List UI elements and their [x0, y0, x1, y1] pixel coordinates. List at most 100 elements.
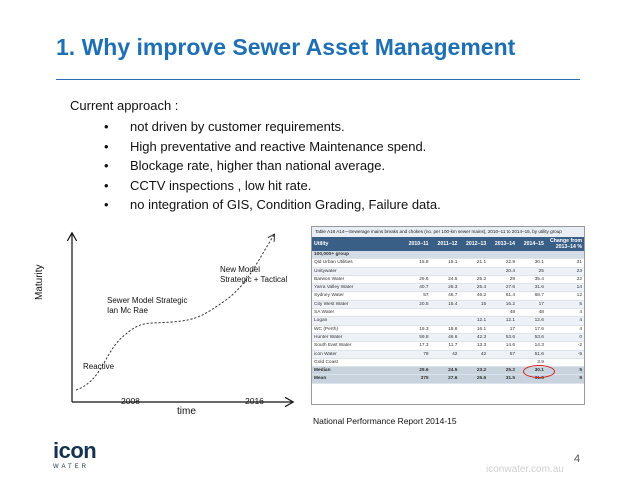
- table-cell: [459, 308, 489, 318]
- table-cell: 25.2: [459, 275, 489, 285]
- label-new-model: New Model: [220, 265, 261, 274]
- table-cell: [401, 267, 431, 276]
- table-cell: Unitywater: [312, 267, 402, 276]
- table-cell: 21.1: [459, 258, 489, 268]
- table-cell: 61.4: [488, 291, 518, 301]
- table-cell: 17.3: [401, 341, 431, 351]
- table-caption: Table A18 A14—Sewerage mains breaks and …: [312, 227, 584, 237]
- table-cell: 18.6: [430, 325, 460, 334]
- table-cell: 15: [459, 300, 489, 310]
- table-mean-row: Mean 375 27.6 25.6 31.5 31.5 9: [312, 374, 584, 384]
- bullet-dot: •: [104, 177, 109, 193]
- maturity-curve: [75, 235, 274, 391]
- table-cell: [401, 358, 431, 368]
- table-cell: 59.8: [401, 333, 431, 343]
- table-cell: 22: [545, 275, 584, 285]
- table-cell: 46.2: [459, 291, 489, 301]
- table-cell: 46.7: [430, 291, 460, 301]
- table-cell: [401, 316, 431, 326]
- table-cell: 42: [459, 350, 489, 359]
- slide-title: 1. Why improve Sewer Asset Management: [56, 34, 516, 60]
- table-cell: 42: [430, 350, 460, 359]
- table-cell: Barwon Water: [312, 275, 402, 285]
- table-cell: 12.6: [517, 316, 546, 326]
- table-cell: 25: [517, 267, 546, 276]
- maturity-graph: [64, 230, 296, 410]
- table-cell: Hunter Water: [312, 333, 402, 343]
- table-cell: 9: [545, 374, 584, 384]
- page-number: 4: [574, 453, 581, 465]
- table-cell: 16.2: [488, 300, 518, 310]
- table-cell: 19.3: [401, 325, 431, 334]
- bullet-dot: •: [104, 138, 109, 154]
- table-cell: [430, 316, 460, 326]
- table-cell: 20.5: [401, 300, 431, 310]
- icon-water-logo: icon WATER: [53, 438, 97, 471]
- table-cell: [430, 267, 460, 276]
- table-cell: 29: [488, 275, 518, 285]
- table-row: WC (Perth) 19.3 18.6 16.1 17 17.6 4: [312, 325, 584, 334]
- table-cell: Gold Coast: [312, 358, 402, 368]
- table-cell: 29.6: [401, 366, 431, 376]
- table-cell: 78: [401, 350, 431, 359]
- source-caption: National Performance Report 2014-15: [313, 416, 457, 426]
- bullet-item: • Blockage rate, higher than national ave…: [104, 156, 441, 176]
- table-header-cell: Change from 2013–14 %: [545, 237, 584, 251]
- table-cell: 40.7: [401, 283, 431, 293]
- table-header-cell: Utility: [312, 237, 402, 251]
- table-cell: 14: [545, 283, 584, 293]
- table-cell: City West Water: [312, 300, 402, 310]
- table-cell: [459, 358, 489, 368]
- table-cell: 15.1: [430, 258, 460, 268]
- logo-word: icon: [53, 438, 97, 463]
- table-cell: WC (Perth): [312, 325, 402, 334]
- table-cell: 51.6: [517, 350, 546, 359]
- table-cell: 68.7: [517, 291, 546, 301]
- table-cell: 24.5: [430, 366, 460, 376]
- x-axis-label: time: [177, 406, 196, 417]
- table-cell: 20.4: [488, 267, 518, 276]
- bullet-text: Blockage rate, higher than national aver…: [130, 158, 386, 174]
- table-group-row: 100,000+ group: [312, 251, 584, 260]
- table-body: 100,000+ group Qld Urban Utilities 15.8 15…: [312, 251, 584, 384]
- table-cell: icon Water: [312, 350, 402, 359]
- highlight-circle: [523, 365, 555, 378]
- table-row: Sydney Water 57 46.7 46.2 61.4 68.7 12: [312, 291, 584, 301]
- table-cell: 12.1: [459, 316, 489, 326]
- table-cell: 13.3: [459, 341, 489, 351]
- table-cell: Qld Urban Utilities: [312, 258, 402, 268]
- table-cell: 57: [401, 291, 431, 301]
- table-cell: South East Water: [312, 341, 402, 351]
- logo-subword: WATER: [53, 464, 89, 470]
- table-cell: 48: [517, 308, 546, 318]
- y-axis-label: Maturity: [34, 264, 45, 300]
- bullet-text: High preventative and reactive Maintenan…: [130, 138, 427, 154]
- table-cell: 27.6: [430, 374, 460, 384]
- bullet-text: no integration of GIS, Condition Grading…: [130, 197, 441, 213]
- label-ian-mc-rae: Ian Mc Rae: [107, 306, 148, 315]
- table-row: SA Water 48 48 4: [312, 308, 584, 318]
- bullet-item: • no integration of GIS, Condition Gradin…: [104, 195, 441, 215]
- bullet-dot: •: [104, 197, 109, 213]
- table-cell: 53.6: [517, 333, 546, 343]
- table-cell: SA Water: [312, 308, 402, 318]
- table-header-cell: 2010–11: [401, 237, 431, 251]
- table-cell: 12.1: [488, 316, 518, 326]
- table-cell: 53.6: [488, 333, 518, 343]
- performance-report-table: Table A18 A14—Sewerage mains breaks and …: [311, 226, 585, 405]
- table-cell: [459, 267, 489, 276]
- table-row: Yarra Valley Water 40.7 26.3 25.4 27.6 31.6 14: [312, 283, 584, 293]
- table-cell: 12: [545, 291, 584, 301]
- table-header-cell: 2011–12: [430, 237, 460, 251]
- table-cell: [430, 308, 460, 318]
- bullet-item: • CCTV inspections , low hit rate.: [104, 176, 441, 196]
- table-cell: 35.4: [517, 275, 546, 285]
- table-cell: 375: [401, 374, 431, 384]
- table-cell: 4: [545, 308, 584, 318]
- table-cell: 11.7: [430, 341, 460, 351]
- title-divider: [56, 79, 580, 80]
- table-row: Qld Urban Utilities 15.8 15.1 21.1 22.9 30.1 3…: [312, 258, 584, 268]
- table-cell: Sydney Water: [312, 291, 402, 301]
- label-reactive: Reactive: [83, 362, 115, 371]
- table-cell: -9: [545, 350, 584, 359]
